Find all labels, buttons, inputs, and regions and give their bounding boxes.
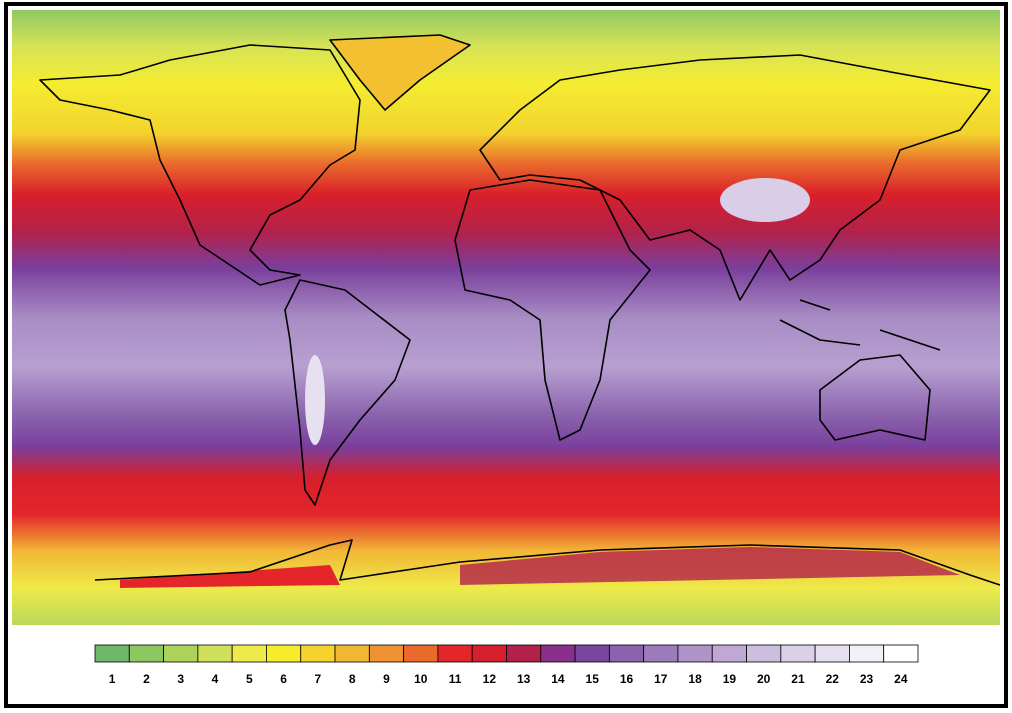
legend-label: 20 [757,672,771,686]
legend-label: 2 [143,672,150,686]
legend-label: 11 [449,672,462,686]
legend-swatch [300,644,336,663]
greenland-fill [330,35,470,110]
legend-swatch [437,644,473,663]
legend-label: 23 [860,672,874,686]
legend-label: 8 [349,672,356,686]
legend-label: 9 [383,672,390,686]
legend-label: 14 [551,672,565,686]
legend: 1 2 3 4 5 6 7 8 9 10 11 12 13 14 15 16 17 18 19 20 21 22 23 24 [94,644,919,686]
eurasia [479,54,991,301]
legend-label: 16 [620,672,634,686]
legend-swatch [403,644,439,663]
legend-swatch [163,644,199,663]
legend-swatch [94,644,130,663]
map-field [12,10,1000,625]
legend-label: 5 [246,672,253,686]
legend-label: 22 [826,672,840,686]
africa [454,179,651,441]
legend-label: 24 [894,672,908,686]
legend-swatch [849,644,885,663]
legend-swatch [883,644,919,663]
legend-swatch [711,644,747,663]
legend-swatch [608,644,645,663]
legend-label: 19 [723,672,737,686]
legend-swatch [746,644,782,663]
coastlines [39,34,1001,586]
andes-highlight [305,355,325,445]
legend-swatch [266,644,302,663]
legend-label: 21 [791,672,805,686]
legend-swatch [368,644,405,663]
legend-swatch [334,644,370,663]
legend-label: 12 [483,672,497,686]
north-america [39,44,361,286]
legend-swatch [677,644,713,663]
legend-swatch [780,644,816,663]
legend-swatch [128,644,164,663]
legend-label: 15 [586,672,600,686]
legend-swatch [231,644,267,663]
legend-swatch [643,644,679,663]
legend-label: 10 [414,672,428,686]
legend-label: 6 [280,672,287,686]
legend-label: 13 [517,672,531,686]
antarctic-fill [460,547,960,585]
legend-label: 4 [212,672,219,686]
legend-swatch [814,644,850,663]
south-america [284,279,411,506]
greenland [329,34,471,111]
legend-swatch [540,644,576,663]
australia [819,354,931,441]
legend-swatch [574,644,610,663]
legend-swatch [197,644,233,663]
legend-label: 17 [654,672,668,686]
legend-swatch [506,644,542,663]
legend-label: 18 [688,672,702,686]
indonesia [779,299,941,351]
antarctica [94,539,1001,586]
plateau-highlight [720,178,810,222]
legend-swatch [471,644,507,663]
legend-label: 1 [109,672,116,686]
antarctic-fill [120,565,340,588]
legend-label: 3 [177,672,184,686]
legend-label: 7 [315,672,322,686]
